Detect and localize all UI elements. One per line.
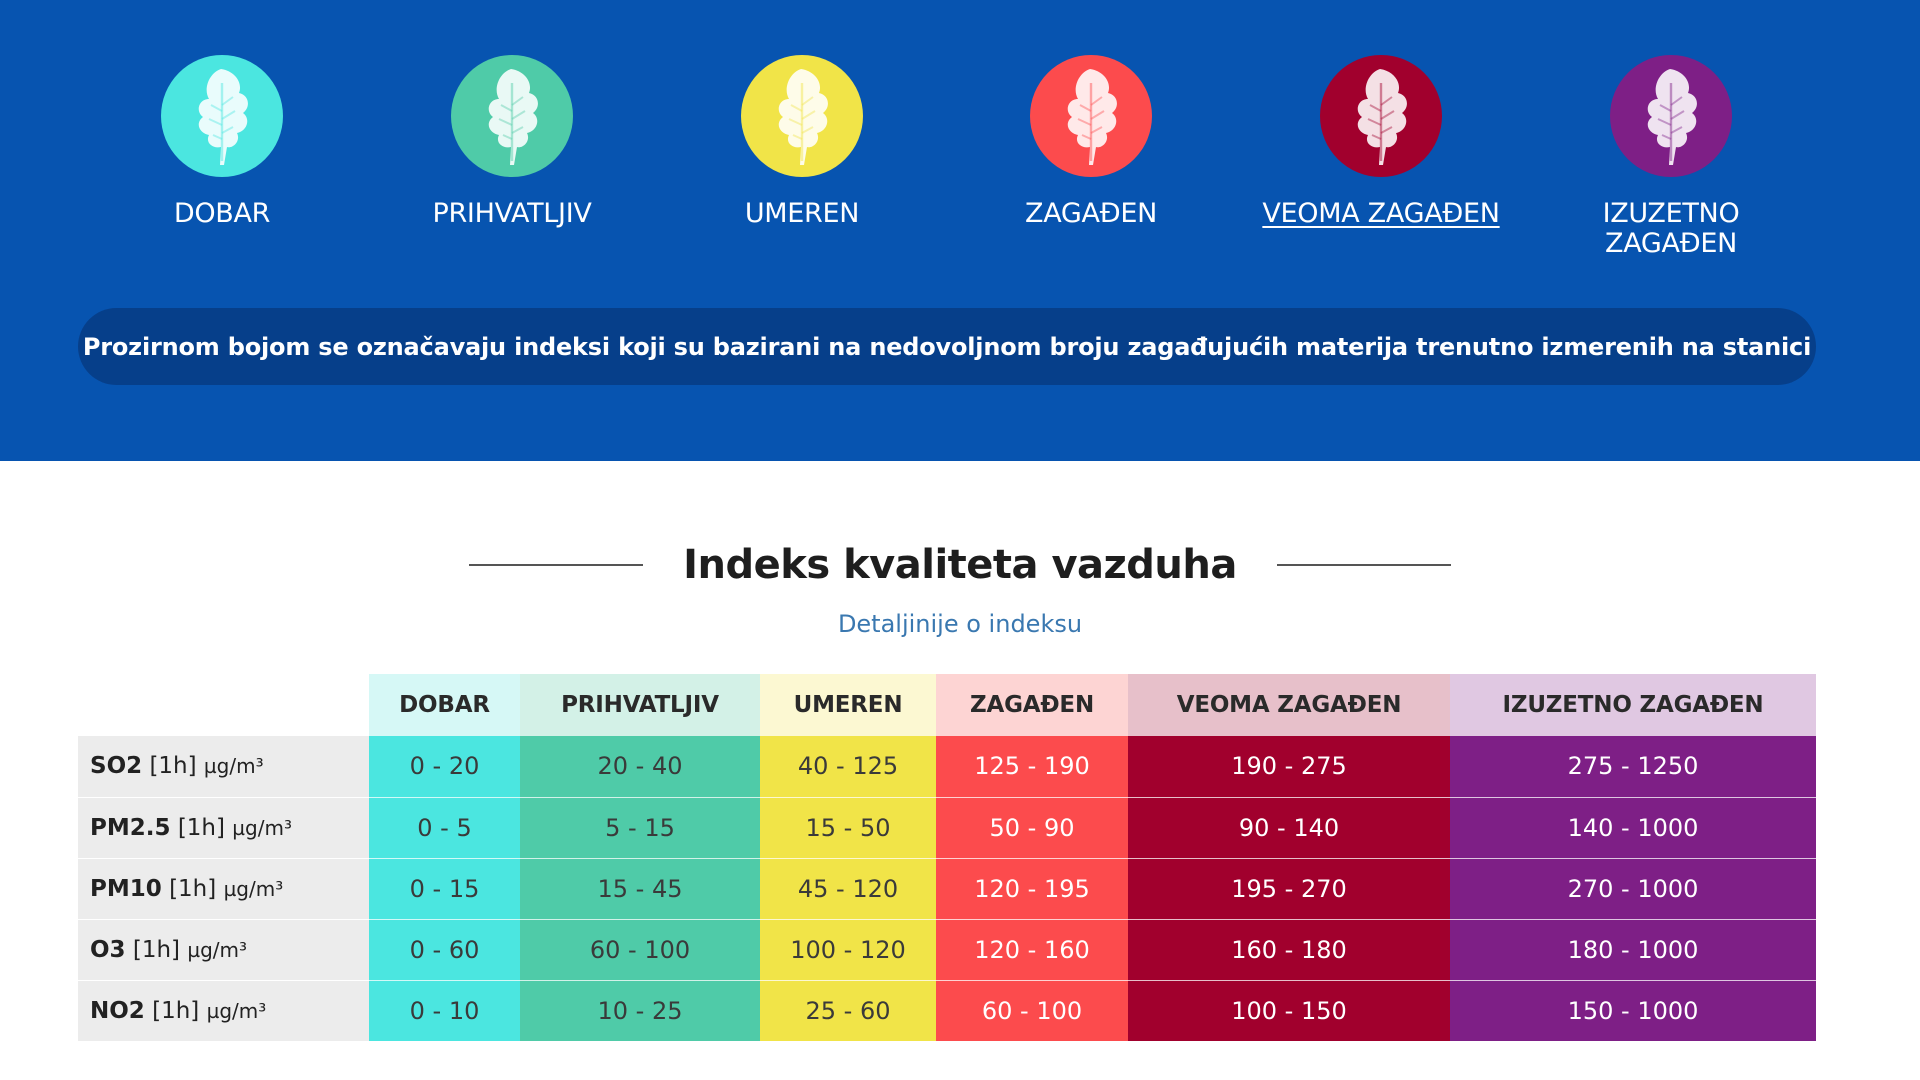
pollutant-cell: PM10 [1h] µg/m³ (78, 858, 369, 920)
title-divider-right (1276, 564, 1451, 566)
legend-item-prihvatljiv[interactable]: PRIHVATLJIV (367, 55, 657, 229)
legend-label: UMEREN (744, 198, 860, 229)
range-cell: 0 - 15 (369, 858, 520, 920)
pollutant-unit: µg/m³ (203, 754, 264, 779)
range-cell: 40 - 125 (760, 736, 936, 798)
leaf-icon (1610, 55, 1732, 177)
range-cell: 45 - 120 (760, 858, 936, 920)
pollutant-name: O3 (90, 936, 126, 963)
legend-label: PRIHVATLJIV (432, 198, 592, 229)
table-row: O3 [1h] µg/m³ 0 - 60 60 - 100 100 - 120 120 … (78, 919, 1816, 981)
page-title: Indeks kvaliteta vazduha (683, 542, 1237, 588)
header-blank (78, 674, 369, 736)
averaging-period: [1h] (152, 997, 200, 1024)
pollutant-cell: NO2 [1h] µg/m³ (78, 980, 369, 1042)
table-row: NO2 [1h] µg/m³ 0 - 10 10 - 25 25 - 60 60 - 1… (78, 980, 1816, 1042)
range-cell: 275 - 1250 (1450, 736, 1816, 798)
details-link[interactable]: Detaljinije o indeksu (837, 610, 1083, 638)
averaging-period: [1h] (177, 814, 225, 841)
legend-item-umeren[interactable]: UMEREN (657, 55, 947, 229)
leaf-icon (161, 55, 283, 177)
range-cell: 150 - 1000 (1450, 980, 1816, 1042)
table-header-row: DOBAR PRIHVATLJIV UMEREN ZAGAĐEN VEOMA Z… (78, 674, 1816, 736)
range-cell: 195 - 270 (1128, 858, 1450, 920)
pollutant-name: PM2.5 (90, 814, 171, 841)
range-cell: 50 - 90 (936, 797, 1128, 859)
range-cell: 15 - 45 (520, 858, 760, 920)
legend-label[interactable]: VEOMA ZAGAĐEN (1262, 198, 1500, 229)
leaf-icon (451, 55, 573, 177)
legend-item-zagadjen[interactable]: ZAGAĐEN (946, 55, 1236, 229)
column-header: IZUZETNO ZAGAĐEN (1450, 674, 1816, 736)
leaf-icon (1320, 55, 1442, 177)
pollutant-unit: µg/m³ (232, 815, 292, 840)
legend-label: ZAGAĐEN (1025, 198, 1157, 229)
legend-item-dobar[interactable]: DOBAR (77, 55, 367, 229)
legend-label: DOBAR (173, 198, 271, 229)
title-divider-left (469, 564, 644, 566)
range-cell: 190 - 275 (1128, 736, 1450, 798)
range-cell: 0 - 10 (369, 980, 520, 1042)
range-cell: 0 - 20 (369, 736, 520, 798)
range-cell: 100 - 120 (760, 919, 936, 981)
range-cell: 120 - 160 (936, 919, 1128, 981)
range-cell: 5 - 15 (520, 797, 760, 859)
range-cell: 180 - 1000 (1450, 919, 1816, 981)
column-header: UMEREN (760, 674, 936, 736)
table-row: PM10 [1h] µg/m³ 0 - 15 15 - 45 45 - 120 120 … (78, 858, 1816, 920)
pollutant-unit: µg/m³ (206, 998, 267, 1023)
leaf-icon (741, 55, 863, 177)
averaging-period: [1h] (169, 875, 217, 902)
section-title: Indeks kvaliteta vazduha (0, 535, 1920, 595)
transparency-notice: Prozirnom bojom se označavaju indeksi ko… (78, 308, 1816, 385)
range-cell: 25 - 60 (760, 980, 936, 1042)
pollutant-cell: SO2 [1h] µg/m³ (78, 736, 369, 798)
range-cell: 100 - 150 (1128, 980, 1450, 1042)
range-cell: 10 - 25 (520, 980, 760, 1042)
pollutant-cell: PM2.5 [1h] µg/m³ (78, 797, 369, 859)
range-cell: 60 - 100 (936, 980, 1128, 1042)
range-cell: 0 - 60 (369, 919, 520, 981)
pollutant-cell: O3 [1h] µg/m³ (78, 919, 369, 981)
range-cell: 120 - 195 (936, 858, 1128, 920)
leaf-icon (1030, 55, 1152, 177)
pollutant-unit: µg/m³ (223, 876, 284, 901)
table-row: SO2 [1h] µg/m³ 0 - 20 20 - 40 40 - 125 125 -… (78, 736, 1816, 798)
column-header: ZAGAĐEN (936, 674, 1128, 736)
column-header: VEOMA ZAGAĐEN (1128, 674, 1450, 736)
range-cell: 90 - 140 (1128, 797, 1450, 859)
legend-band: DOBAR PRIHVATLJIV UMEREN ZAGAĐEN VEOMA Z… (0, 0, 1920, 461)
legend: DOBAR PRIHVATLJIV UMEREN ZAGAĐEN VEOMA Z… (0, 55, 1920, 275)
aqi-table: DOBAR PRIHVATLJIV UMEREN ZAGAĐEN VEOMA Z… (78, 674, 1816, 1042)
pollutant-name: SO2 (90, 753, 143, 780)
pollutant-unit: µg/m³ (187, 937, 248, 962)
range-cell: 15 - 50 (760, 797, 936, 859)
averaging-period: [1h] (132, 936, 181, 963)
legend-item-veoma-zagadjen[interactable]: VEOMA ZAGAĐEN (1236, 55, 1526, 229)
averaging-period: [1h] (149, 753, 197, 780)
column-header: PRIHVATLJIV (520, 674, 760, 736)
range-cell: 20 - 40 (520, 736, 760, 798)
range-cell: 270 - 1000 (1450, 858, 1816, 920)
column-header: DOBAR (369, 674, 520, 736)
legend-item-izuzetno-zagadjen[interactable]: IZUZETNO ZAGAĐEN (1526, 55, 1816, 259)
range-cell: 125 - 190 (936, 736, 1128, 798)
range-cell: 140 - 1000 (1450, 797, 1816, 859)
range-cell: 160 - 180 (1128, 919, 1450, 981)
pollutant-name: NO2 (90, 997, 145, 1024)
range-cell: 0 - 5 (369, 797, 520, 859)
pollutant-name: PM10 (90, 875, 162, 902)
range-cell: 60 - 100 (520, 919, 760, 981)
legend-label: IZUZETNO ZAGAĐEN (1602, 198, 1740, 259)
